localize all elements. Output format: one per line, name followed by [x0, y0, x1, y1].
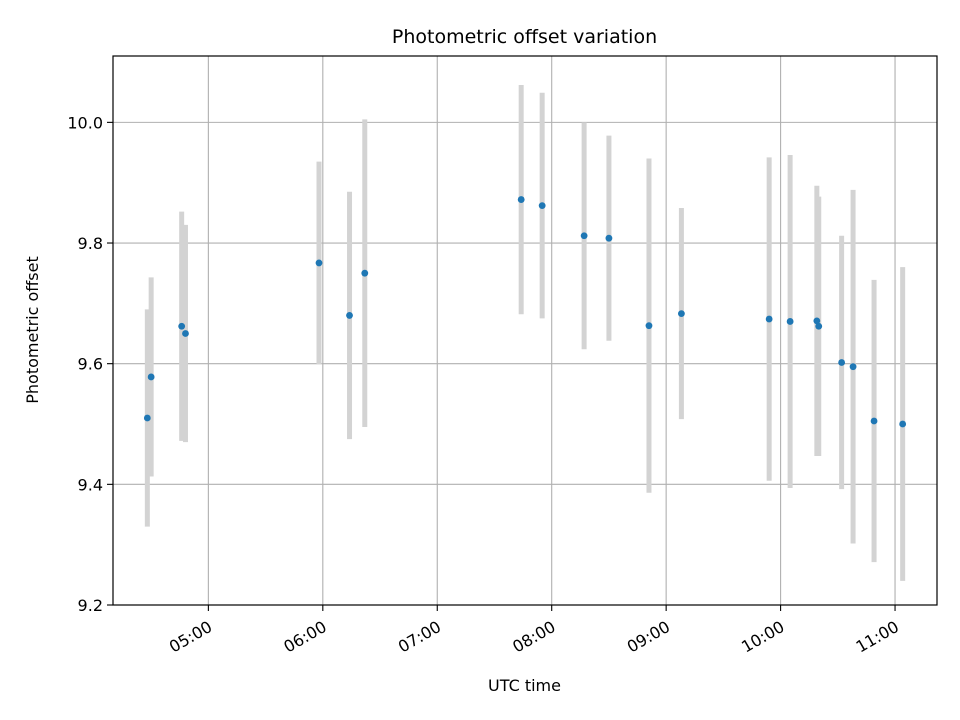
chart-title: Photometric offset variation: [392, 26, 657, 48]
data-point: [517, 196, 525, 203]
data-point: [147, 373, 155, 381]
x-axis-label: UTC time: [488, 676, 561, 695]
data-points: [143, 196, 907, 428]
data-point: [678, 310, 685, 318]
data-point: [645, 322, 653, 330]
y-axis-label: Photometric offset: [23, 256, 42, 404]
data-point: [815, 322, 823, 330]
data-point: [765, 315, 773, 323]
data-point: [315, 259, 323, 267]
data-point: [178, 322, 186, 330]
plot-frame: [112, 55, 938, 606]
data-point: [786, 318, 794, 325]
data-point: [143, 414, 151, 422]
y-tick-label: 10.0: [67, 113, 103, 132]
data-point: [346, 312, 353, 319]
data-point: [838, 359, 846, 366]
y-tick-label: 9.6: [78, 355, 103, 374]
data-point: [580, 232, 588, 240]
data-point: [849, 363, 857, 371]
data-point: [870, 417, 878, 425]
y-tick-label: 9.2: [78, 596, 103, 615]
y-tick-label: 9.8: [78, 234, 103, 253]
y-axis-ticks: 9.2 9.4 9.6 9.8 10.0: [67, 113, 113, 615]
data-point: [361, 269, 369, 277]
data-point: [813, 317, 821, 325]
data-point: [605, 234, 613, 242]
y-tick-label: 9.4: [78, 475, 103, 494]
data-point: [538, 202, 546, 210]
data-point: [899, 420, 907, 428]
data-point: [182, 330, 189, 337]
